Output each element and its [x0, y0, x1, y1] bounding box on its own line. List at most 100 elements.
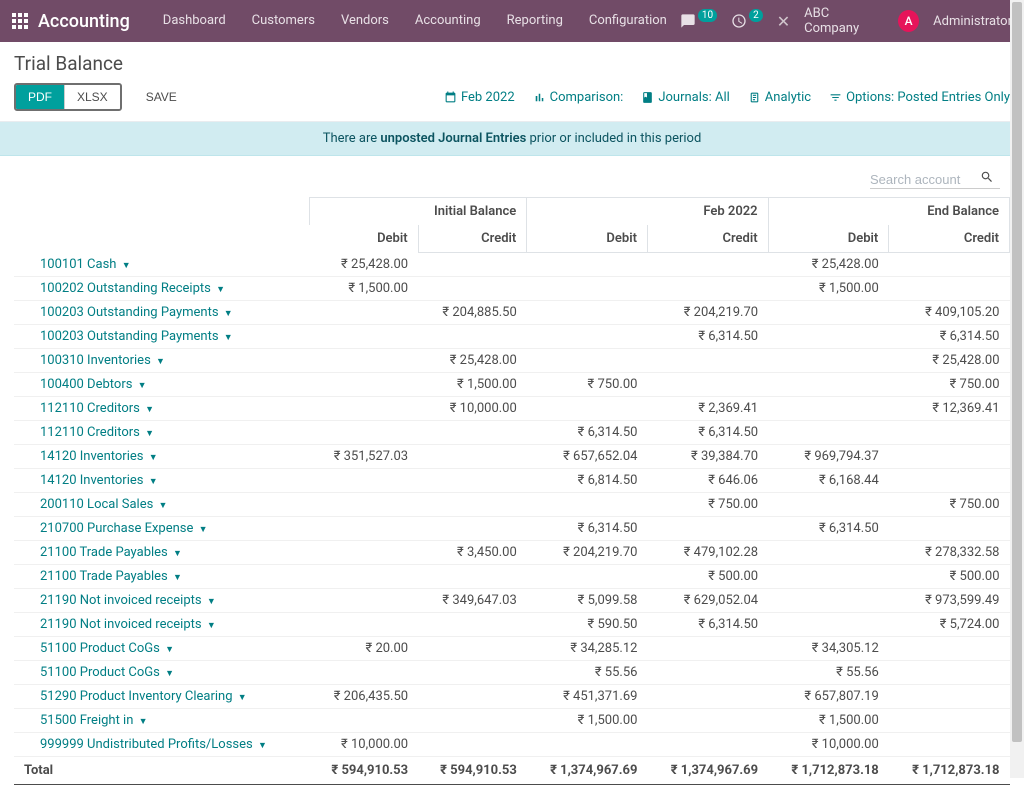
account-link[interactable]: 100101 Cash ▼ — [14, 253, 309, 277]
filter-options[interactable]: Options: Posted Entries Only — [829, 90, 1010, 105]
caret-down-icon: ▼ — [216, 285, 225, 295]
account-link[interactable]: 14120 Inventories ▼ — [14, 469, 309, 493]
messages-icon[interactable]: 10 — [680, 13, 717, 29]
cell-pd — [527, 349, 648, 373]
separator-icon: ✕ — [777, 12, 790, 31]
account-link[interactable]: 100400 Debtors ▼ — [14, 373, 309, 397]
cell-pd: ₹ 590.50 — [527, 613, 648, 637]
cell-ec: ₹ 12,369.41 — [889, 397, 1010, 421]
cell-pd — [527, 493, 648, 517]
account-link[interactable]: 100202 Outstanding Receipts ▼ — [14, 277, 309, 301]
cell-id — [309, 421, 418, 445]
cell-pc: ₹ 750.00 — [647, 493, 768, 517]
cell-pc — [647, 517, 768, 541]
caret-down-icon: ▼ — [224, 309, 233, 319]
cell-ec — [889, 469, 1010, 493]
table-row: 21100 Trade Payables ▼₹ 500.00₹ 500.00 — [14, 565, 1010, 589]
table-row: 112110 Creditors ▼₹ 6,314.50₹ 6,314.50 — [14, 421, 1010, 445]
account-link[interactable]: 200110 Local Sales ▼ — [14, 493, 309, 517]
caret-down-icon: ▼ — [156, 357, 165, 367]
cell-ed — [768, 397, 889, 421]
cell-ic — [418, 445, 527, 469]
cell-pc: ₹ 6,314.50 — [647, 613, 768, 637]
cell-pc: ₹ 6,314.50 — [647, 325, 768, 349]
cell-ic: ₹ 3,450.00 — [418, 541, 527, 565]
account-link[interactable]: 999999 Undistributed Profits/Losses ▼ — [14, 733, 309, 757]
caret-down-icon: ▼ — [145, 429, 154, 439]
cell-ed — [768, 589, 889, 613]
account-link[interactable]: 14120 Inventories ▼ — [14, 445, 309, 469]
account-link[interactable]: 210700 Purchase Expense ▼ — [14, 517, 309, 541]
filter-comparison[interactable]: Comparison: — [533, 90, 624, 105]
cell-ed: ₹ 657,807.19 — [768, 685, 889, 709]
caret-down-icon: ▼ — [149, 453, 158, 463]
nav-vendors[interactable]: Vendors — [328, 0, 402, 42]
user-menu[interactable]: Administrator — [933, 14, 1012, 29]
cell-ed — [768, 613, 889, 637]
account-link[interactable]: 100203 Outstanding Payments ▼ — [14, 301, 309, 325]
brand-title[interactable]: Accounting — [38, 11, 130, 32]
filter-analytic[interactable]: Analytic — [748, 90, 811, 105]
pdf-button[interactable]: PDF — [16, 85, 64, 109]
col-initial-debit: Debit — [309, 225, 418, 253]
save-button[interactable]: SAVE — [132, 85, 191, 109]
nav-customers[interactable]: Customers — [239, 0, 328, 42]
scrollbar[interactable] — [1010, 0, 1024, 778]
trial-balance-table: Initial Balance Feb 2022 End Balance Deb… — [14, 197, 1010, 785]
search-input[interactable] — [870, 172, 980, 187]
nav-configuration[interactable]: Configuration — [576, 0, 680, 42]
cell-pc: ₹ 629,052.04 — [647, 589, 768, 613]
filter-journals[interactable]: Journals: All — [641, 90, 729, 105]
cell-pd — [527, 253, 648, 277]
cell-ed: ₹ 55.56 — [768, 661, 889, 685]
company-selector[interactable]: ABC Company — [804, 6, 884, 36]
total-pd: ₹ 1,374,967.69 — [527, 757, 648, 785]
account-link[interactable]: 21100 Trade Payables ▼ — [14, 565, 309, 589]
cell-ec — [889, 517, 1010, 541]
cell-pc: ₹ 500.00 — [647, 565, 768, 589]
cell-ic — [418, 253, 527, 277]
account-link[interactable]: 100203 Outstanding Payments ▼ — [14, 325, 309, 349]
table-row: 100400 Debtors ▼₹ 1,500.00₹ 750.00₹ 750.… — [14, 373, 1010, 397]
nav-accounting[interactable]: Accounting — [402, 0, 494, 42]
user-avatar[interactable]: A — [898, 10, 919, 32]
caret-down-icon: ▼ — [122, 261, 131, 271]
account-link[interactable]: 51500 Freight in ▼ — [14, 709, 309, 733]
cell-ed — [768, 541, 889, 565]
cell-pd — [527, 397, 648, 421]
account-link[interactable]: 112110 Creditors ▼ — [14, 397, 309, 421]
account-link[interactable]: 100310 Inventories ▼ — [14, 349, 309, 373]
account-link[interactable]: 51100 Product CoGs ▼ — [14, 661, 309, 685]
caret-down-icon: ▼ — [139, 717, 148, 727]
account-link[interactable]: 51290 Product Inventory Clearing ▼ — [14, 685, 309, 709]
scrollbar-thumb[interactable] — [1012, 2, 1022, 742]
apps-icon[interactable] — [12, 13, 28, 29]
xlsx-button[interactable]: XLSX — [64, 85, 120, 109]
cell-ec — [889, 421, 1010, 445]
account-link[interactable]: 21190 Not invoiced receipts ▼ — [14, 613, 309, 637]
account-link[interactable]: 21190 Not invoiced receipts ▼ — [14, 589, 309, 613]
nav-reporting[interactable]: Reporting — [494, 0, 576, 42]
filter-period[interactable]: Feb 2022 — [444, 90, 515, 105]
search-row — [0, 156, 1024, 197]
total-id: ₹ 594,910.53 — [309, 757, 418, 785]
account-link[interactable]: 112110 Creditors ▼ — [14, 421, 309, 445]
activity-icon[interactable]: 2 — [731, 13, 763, 29]
col-period: Feb 2022 — [527, 198, 768, 226]
cell-ic — [418, 277, 527, 301]
cell-id — [309, 517, 418, 541]
cell-id — [309, 589, 418, 613]
search-icon[interactable] — [980, 170, 994, 188]
filter-comparison-label: Comparison: — [550, 90, 624, 105]
cell-id: ₹ 10,000.00 — [309, 733, 418, 757]
cell-ec — [889, 637, 1010, 661]
cell-ic — [418, 517, 527, 541]
nav-dashboard[interactable]: Dashboard — [150, 0, 239, 42]
filter-journals-label: Journals: All — [658, 90, 729, 105]
table-row: 51100 Product CoGs ▼₹ 55.56₹ 55.56 — [14, 661, 1010, 685]
cell-ed: ₹ 969,794.37 — [768, 445, 889, 469]
account-link[interactable]: 21100 Trade Payables ▼ — [14, 541, 309, 565]
caret-down-icon: ▼ — [258, 741, 267, 751]
account-link[interactable]: 51100 Product CoGs ▼ — [14, 637, 309, 661]
cell-id: ₹ 25,428.00 — [309, 253, 418, 277]
